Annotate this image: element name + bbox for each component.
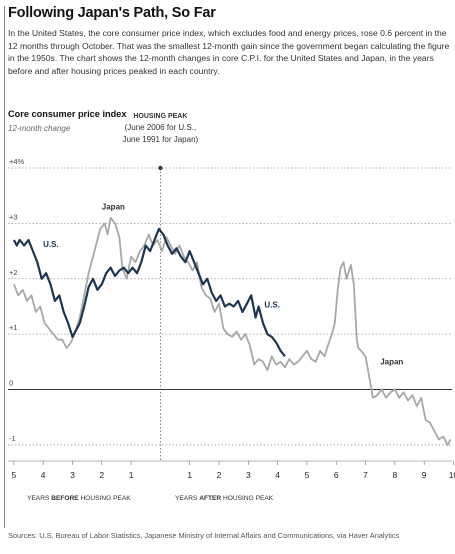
x-caption-before: YEARS BEFORE HOUSING PEAK bbox=[27, 495, 131, 502]
housing-peak-label: June 1991 for Japan) bbox=[123, 135, 199, 144]
series-line-japan bbox=[13, 216, 452, 446]
x-tick-label: 9 bbox=[422, 470, 427, 480]
chart-description: In the United States, the core consumer … bbox=[8, 28, 450, 76]
series-label-us: U.S. bbox=[43, 240, 59, 249]
sources-note: Sources: U.S. Bureau of Labor Statistics… bbox=[8, 531, 400, 540]
x-tick-label: 2 bbox=[217, 470, 222, 480]
x-tick-label: 4 bbox=[275, 470, 280, 480]
series-line-us bbox=[12, 227, 286, 357]
y-tick-label: -1 bbox=[9, 434, 16, 443]
y-tick-label: +4% bbox=[9, 157, 25, 166]
series-label-us: U.S. bbox=[264, 301, 280, 310]
housing-peak-label: (June 2006 for U.S., bbox=[125, 123, 197, 132]
y-axis-subtitle: 12-month change bbox=[8, 124, 71, 133]
y-tick-label: +3 bbox=[9, 212, 18, 221]
series-label-japan: Japan bbox=[380, 358, 403, 367]
x-tick-label: 1 bbox=[187, 470, 192, 480]
y-tick-label: +1 bbox=[9, 323, 18, 332]
housing-peak-label: HOUSING PEAK bbox=[133, 113, 187, 120]
y-tick-label: 0 bbox=[9, 379, 13, 388]
x-tick-label: 7 bbox=[363, 470, 368, 480]
x-tick-label: 1 bbox=[129, 470, 134, 480]
series-label-japan: Japan bbox=[102, 203, 125, 212]
housing-peak-dot bbox=[158, 165, 163, 171]
x-tick-label: 5 bbox=[305, 470, 310, 480]
x-tick-label: 3 bbox=[246, 470, 251, 480]
left-rule bbox=[4, 6, 5, 528]
x-tick-label: 6 bbox=[334, 470, 339, 480]
y-axis-title: Core consumer price index bbox=[8, 109, 127, 119]
x-tick-label: 3 bbox=[70, 470, 75, 480]
x-tick-label: 2 bbox=[99, 470, 104, 480]
x-tick-label: 10 bbox=[449, 470, 455, 480]
chart-title: Following Japan's Path, So Far bbox=[8, 5, 216, 21]
x-tick-label: 8 bbox=[392, 470, 397, 480]
y-tick-label: +2 bbox=[9, 268, 18, 277]
x-tick-label: 4 bbox=[41, 470, 46, 480]
x-tick-label: 5 bbox=[11, 470, 16, 480]
x-caption-after: YEARS AFTER HOUSING PEAK bbox=[175, 495, 274, 502]
